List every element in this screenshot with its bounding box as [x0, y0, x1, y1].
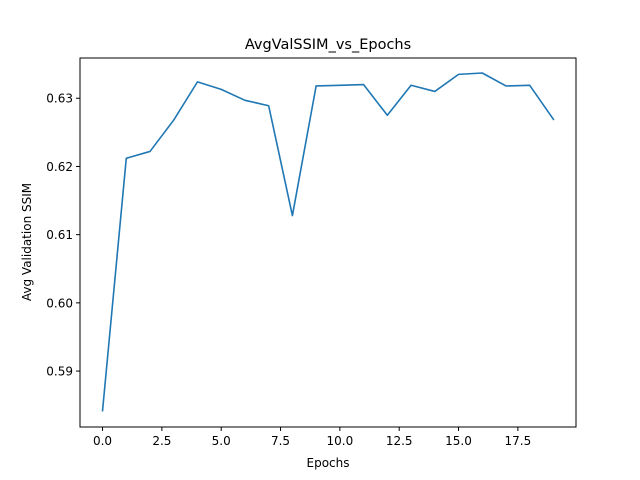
y-axis-label: Avg Validation SSIM [20, 183, 34, 301]
x-tick-label: 17.5 [504, 434, 531, 448]
y-tick-label: 0.62 [46, 160, 73, 174]
x-tick-label: 12.5 [386, 434, 413, 448]
y-tick-label: 0.60 [46, 296, 73, 310]
x-tick-label: 15.0 [445, 434, 472, 448]
y-tick-label: 0.63 [46, 92, 73, 106]
plot-area [79, 57, 577, 428]
y-tick-label: 0.61 [46, 228, 73, 242]
x-tick-label: 5.0 [212, 434, 231, 448]
x-tick-label: 0.0 [93, 434, 112, 448]
plot-frame [79, 57, 577, 428]
series-layer [101, 72, 555, 412]
x-axis-label: Epochs [307, 456, 350, 470]
x-axis: 0.0 2.5 5.0 7.5 10.0 12.5 15.0 17.5 [93, 427, 531, 448]
x-tick-label: 2.5 [152, 434, 171, 448]
x-tick-label: 7.5 [271, 434, 290, 448]
chart-title: AvgValSSIM_vs_Epochs [245, 37, 411, 53]
y-axis: 0.59 0.60 0.61 0.62 0.63 [46, 92, 80, 379]
y-tick-label: 0.59 [46, 365, 73, 379]
series-line [101, 72, 555, 412]
x-tick-label: 10.0 [327, 434, 354, 448]
